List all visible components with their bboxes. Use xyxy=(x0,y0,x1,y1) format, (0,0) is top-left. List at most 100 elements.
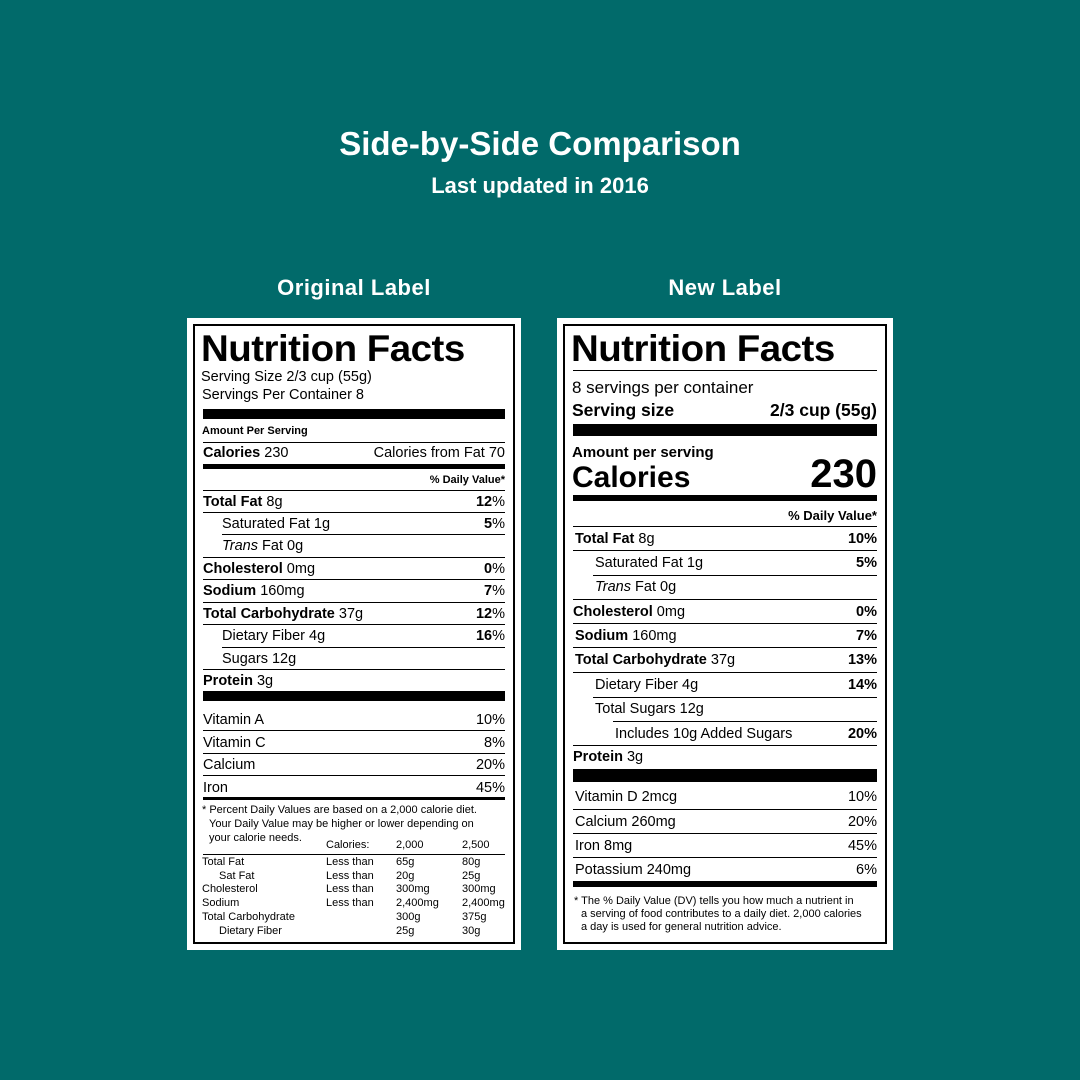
divider xyxy=(573,833,877,834)
thick-divider xyxy=(573,424,877,436)
nutrient-name: Total Carbohydrate xyxy=(203,606,335,622)
footnote-line: a day is used for general nutrition advi… xyxy=(581,921,782,933)
nutrient-name: Saturated Fat xyxy=(222,516,310,532)
dv-table-col-2500: 80g 25g 300mg 2,400mg 375g 30g xyxy=(462,856,505,938)
percent-sign: % xyxy=(492,606,505,622)
nutrient-name: Includes 10g Added Sugars xyxy=(615,726,793,742)
nutrient-amount: 1g xyxy=(313,516,331,532)
footnote-line: * Percent Daily Values are based on a 2,… xyxy=(202,804,477,816)
divider xyxy=(573,647,877,648)
nutrient-name: Sodium xyxy=(575,628,629,644)
vitamin-name: Calcium 260mg xyxy=(575,814,676,830)
nutrient-amount: 12g xyxy=(271,651,297,667)
nutrient-row-trans-fat: Trans Fat 0g xyxy=(595,579,877,595)
vitamin-row: Calcium 260mg 20% xyxy=(575,814,877,830)
table-header-2500: 2,500 xyxy=(462,839,490,851)
nutrient-dv: 5 xyxy=(484,516,493,532)
table-cell: 65g xyxy=(396,856,415,868)
divider xyxy=(203,512,505,513)
nutrient-name: Protein xyxy=(203,673,253,689)
nutrient-row-trans-fat: Trans Fat 0g xyxy=(222,538,505,554)
daily-value-header: % Daily Value* xyxy=(788,508,877,523)
original-label-heading: Original Label xyxy=(277,275,431,300)
vitamin-dv: 8% xyxy=(484,735,505,751)
nutrient-row-added-sugars: Includes 10g Added Sugars 20% xyxy=(615,726,877,742)
nutrient-amount: 0mg xyxy=(656,604,686,620)
nutrient-row-total-sugars: Total Sugars 12g xyxy=(595,701,877,717)
vitamin-dv: 20% xyxy=(475,757,505,773)
nutrient-row-sodium: Sodium 160mg 7% xyxy=(203,583,505,599)
nutrient-name: Total Fat xyxy=(203,494,263,510)
vitamin-name: Vitamin C xyxy=(203,735,266,751)
table-cell: Cholesterol xyxy=(202,883,258,896)
vitamin-name: Vitamin D 2mcg xyxy=(575,789,678,805)
vitamin-dv: 10% xyxy=(847,789,877,805)
nutrient-row-cholesterol: Cholesterol 0mg 0% xyxy=(573,604,877,620)
divider xyxy=(222,647,505,648)
vitamin-row: Iron 45% xyxy=(203,780,505,796)
dv-table-names: Total Fat Sat Fat Cholesterol Sodium Tot… xyxy=(202,856,295,938)
table-cell: 300mg xyxy=(396,883,430,896)
nutrient-dv: 7% xyxy=(856,628,877,644)
vitamin-dv: 45% xyxy=(847,838,877,854)
dv-table-conditions: Less than Less than Less than Less than xyxy=(326,856,374,911)
nutrient-row-total-carbohydrate: Total Carbohydrate 37g 13% xyxy=(575,652,877,668)
nutrient-row-saturated-fat: Saturated Fat 1g 5% xyxy=(595,555,877,571)
nutrient-row-saturated-fat: Saturated Fat 1g 5% xyxy=(222,516,505,532)
divider xyxy=(222,534,505,535)
servings-per-container: Servings Per Container 8 xyxy=(202,387,364,403)
servings-per-container: 8 servings per container xyxy=(572,378,754,397)
vitamin-row: Vitamin C 8% xyxy=(203,735,505,751)
footnote-line: Your Daily Value may be higher or lower … xyxy=(209,818,474,830)
table-cell: Sat Fat xyxy=(219,869,255,882)
vitamin-name: Iron 8mg xyxy=(575,838,633,854)
calories-label: Calories xyxy=(572,461,691,494)
divider xyxy=(203,753,505,754)
divider xyxy=(573,526,877,527)
footnote-line: a serving of food contributes to a daily… xyxy=(581,908,862,920)
vitamin-row: Potassium 240mg 6% xyxy=(575,862,877,878)
calories-value: 230 xyxy=(264,445,289,461)
nutrient-dv: 7 xyxy=(484,583,493,599)
nutrient-row-sodium: Sodium 160mg 7% xyxy=(575,628,877,644)
nutrient-dv: 12 xyxy=(475,494,493,510)
nutrient-name: Sugars xyxy=(222,651,268,667)
percent-sign: % xyxy=(492,628,505,644)
nutrient-amount: 37g xyxy=(710,652,736,668)
table-cell: 2,400mg xyxy=(396,897,439,910)
nutrient-name: Cholesterol xyxy=(203,561,283,577)
table-header-2000: 2,000 xyxy=(396,839,424,851)
nutrient-name: Saturated Fat xyxy=(595,555,683,571)
nutrient-dv: 0% xyxy=(856,604,877,620)
vitamin-dv: 45% xyxy=(475,780,505,796)
nutrient-name: Trans xyxy=(595,579,631,595)
vitamin-row: Vitamin D 2mcg 10% xyxy=(575,789,877,805)
nutrient-name: Total Fat xyxy=(575,531,635,547)
calories-row: Calories 230 xyxy=(572,452,877,497)
nutrient-dv: 20% xyxy=(847,726,877,742)
table-cell: 30g xyxy=(462,924,481,937)
nutrient-dv: 10% xyxy=(847,531,877,547)
nutrient-row-protein: Protein 3g xyxy=(573,749,877,765)
amount-per-serving: Amount Per Serving xyxy=(202,425,308,437)
nutrient-amount: 12g xyxy=(679,701,704,717)
serving-size: Serving Size 2/3 cup (55g) xyxy=(201,369,372,385)
nutrient-name: Dietary Fiber xyxy=(222,628,305,644)
nutrition-facts-title: Nutrition Facts xyxy=(201,328,465,369)
table-cell: 300mg xyxy=(462,883,496,896)
nutrient-row-total-fat: Total Fat 8g 12% xyxy=(203,494,505,510)
table-cell: Less than xyxy=(326,856,374,868)
nutrient-dv: 12 xyxy=(475,606,493,622)
divider xyxy=(573,623,877,624)
original-nutrition-label: Nutrition Facts Serving Size 2/3 cup (55… xyxy=(187,318,521,950)
nutrient-name: Protein xyxy=(573,749,623,765)
new-nutrition-label: Nutrition Facts 8 servings per container… xyxy=(557,318,893,950)
page-subtitle: Last updated in 2016 xyxy=(431,173,649,198)
percent-sign: % xyxy=(492,583,505,599)
divider xyxy=(203,442,505,443)
nutrient-row-protein: Protein 3g xyxy=(203,673,505,689)
nutrient-name: Trans xyxy=(222,538,258,554)
divider xyxy=(203,669,505,670)
nutrient-name: Cholesterol xyxy=(573,604,653,620)
thick-divider xyxy=(203,691,505,701)
